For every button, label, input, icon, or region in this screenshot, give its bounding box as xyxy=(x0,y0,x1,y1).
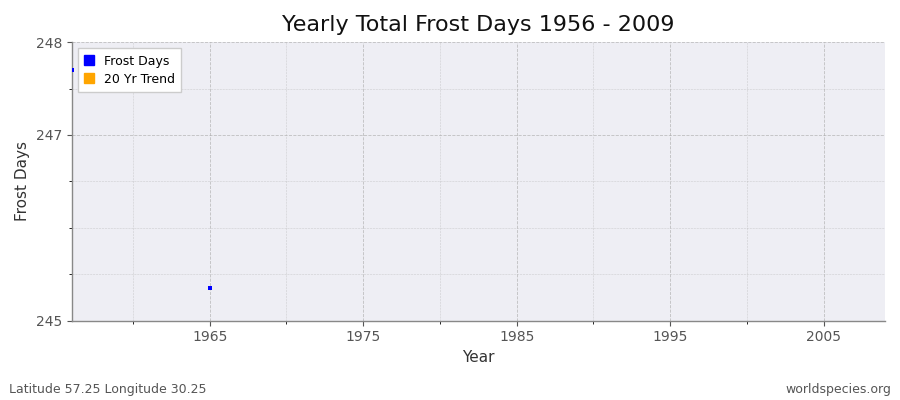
Point xyxy=(65,67,79,73)
X-axis label: Year: Year xyxy=(462,350,495,365)
Text: worldspecies.org: worldspecies.org xyxy=(785,383,891,396)
Point xyxy=(202,285,217,292)
Title: Yearly Total Frost Days 1956 - 2009: Yearly Total Frost Days 1956 - 2009 xyxy=(282,15,675,35)
Y-axis label: Frost Days: Frost Days xyxy=(15,142,30,222)
Legend: Frost Days, 20 Yr Trend: Frost Days, 20 Yr Trend xyxy=(78,48,182,92)
Text: Latitude 57.25 Longitude 30.25: Latitude 57.25 Longitude 30.25 xyxy=(9,383,206,396)
